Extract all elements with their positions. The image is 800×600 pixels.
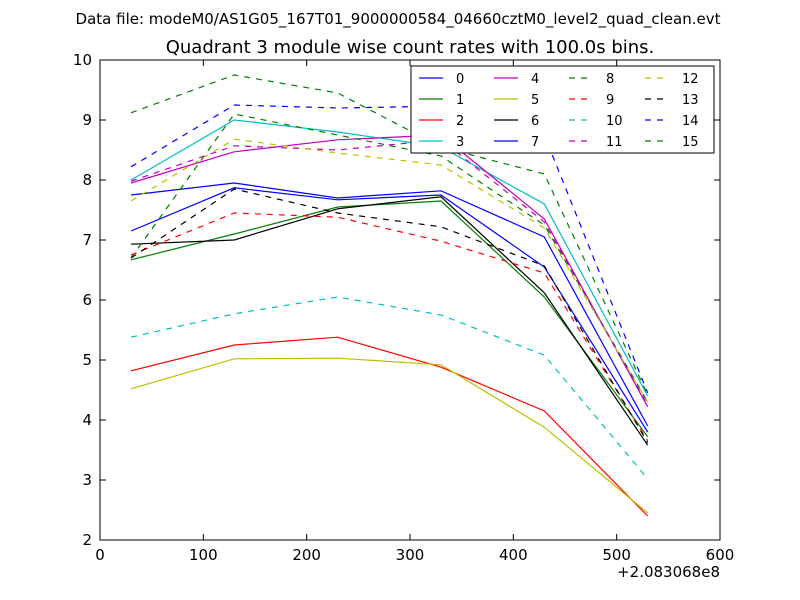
legend-label-10: 10 [606,114,623,129]
legend-label-3: 3 [456,135,464,150]
series-line-10 [130,296,649,480]
figure-suptitle: Data file: modeM0/AS1G05_167T01_90000005… [76,10,721,29]
series-lines [130,74,649,517]
legend-label-2: 2 [456,114,464,129]
x-tick-label: 100 [189,546,218,564]
legend-label-15: 15 [682,135,699,150]
y-tick-label: 7 [82,231,92,249]
x-tick-label: 500 [602,546,631,564]
series-line-0 [130,182,649,427]
legend-label-0: 0 [456,72,464,87]
x-tick-label: 300 [396,546,425,564]
series-line-6 [130,196,649,446]
legend-label-7: 7 [531,135,539,150]
legend-label-4: 4 [531,72,539,87]
series-line-14 [130,104,649,394]
series-line-7 [130,187,649,433]
x-tick-label: 200 [292,546,321,564]
series-line-4 [130,134,649,408]
plot-frame [99,59,721,541]
legend-label-12: 12 [682,72,699,87]
y-tick-label: 5 [82,351,92,369]
series-line-5 [130,357,649,514]
x-tick-label: 400 [499,546,528,564]
series-line-11 [130,139,649,406]
y-tick-label: 6 [82,291,92,309]
x-tick-label: 0 [95,546,105,564]
series-line-2 [130,336,649,517]
series-line-9 [130,212,649,442]
legend-label-6: 6 [531,114,539,129]
y-tick-label: 9 [82,111,92,129]
legend-label-8: 8 [606,72,614,87]
y-tick-label: 2 [82,531,92,549]
legend-box [410,65,715,154]
series-line-3 [130,119,649,397]
legend-label-11: 11 [606,135,623,150]
series-line-1 [130,200,649,438]
y-tick-label: 4 [82,411,92,429]
legend-label-5: 5 [531,93,539,108]
x-offset-label: +2.083068e8 [617,563,720,581]
x-tick-label: 600 [706,546,735,564]
y-tick-label: 10 [73,51,92,69]
series-line-12 [130,138,649,403]
legend-label-14: 14 [682,114,699,129]
y-tick-label: 8 [82,171,92,189]
y-tick-label: 3 [82,471,92,489]
series-line-8 [130,113,649,403]
legend-label-1: 1 [456,93,464,108]
chart-title: Quadrant 3 module wise count rates with … [166,37,655,58]
legend-label-13: 13 [682,93,699,108]
legend-label-9: 9 [606,93,614,108]
